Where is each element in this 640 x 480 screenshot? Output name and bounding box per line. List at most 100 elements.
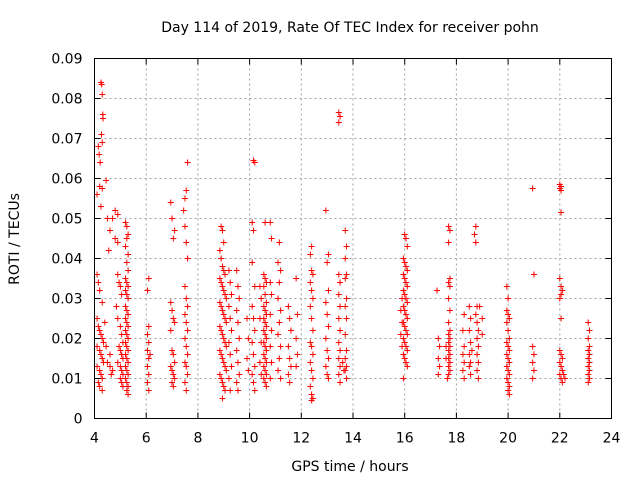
data-point <box>227 351 234 358</box>
data-point <box>94 191 101 198</box>
data-point <box>276 319 283 326</box>
data-point <box>94 343 101 350</box>
data-point <box>267 279 274 286</box>
data-point <box>169 307 176 314</box>
data-point <box>256 283 263 290</box>
data-point <box>222 387 229 394</box>
data-point <box>343 271 350 278</box>
data-point <box>560 371 567 378</box>
data-point <box>276 239 283 246</box>
data-point <box>251 363 258 370</box>
data-point <box>218 327 225 334</box>
data-point <box>335 355 342 362</box>
x-tick-label: 24 <box>603 431 621 447</box>
data-point <box>95 379 102 386</box>
data-point <box>245 335 252 342</box>
data-point <box>558 363 565 370</box>
data-point <box>446 335 453 342</box>
chart-title: Day 114 of 2019, Rate Of TEC Index for r… <box>161 20 539 36</box>
y-tick-label: 0.02 <box>51 332 82 348</box>
data-point <box>268 235 275 242</box>
data-point <box>249 303 256 310</box>
data-point <box>308 397 315 404</box>
data-point <box>262 343 269 350</box>
y-tick-labels: 0 0.01 0.02 0.03 0.04 0.05 0.06 0.07 0.08 0.09 <box>51 52 82 428</box>
data-point <box>145 339 152 346</box>
data-point <box>335 291 342 298</box>
data-point <box>145 371 152 378</box>
data-point <box>530 367 537 374</box>
data-point <box>97 371 104 378</box>
data-point <box>181 311 188 318</box>
data-point <box>260 351 267 358</box>
data-point <box>98 131 105 138</box>
data-point <box>183 319 190 326</box>
data-point <box>506 383 513 390</box>
data-point <box>556 359 563 366</box>
data-point <box>167 327 174 334</box>
data-point <box>402 327 409 334</box>
data-point <box>220 311 227 318</box>
data-point <box>467 371 474 378</box>
data-point <box>145 387 152 394</box>
data-point <box>585 363 592 370</box>
data-point <box>260 271 267 278</box>
y-tick-label: 0.04 <box>51 252 82 268</box>
data-point <box>466 363 473 370</box>
data-point <box>181 379 188 386</box>
data-point <box>262 219 269 226</box>
data-point <box>216 323 223 330</box>
data-point <box>445 363 452 370</box>
data-point <box>474 319 481 326</box>
data-point <box>125 383 132 390</box>
data-point <box>277 375 284 382</box>
data-point <box>250 351 257 358</box>
data-point <box>96 151 103 158</box>
data-point <box>258 371 265 378</box>
data-point <box>585 371 592 378</box>
data-point <box>268 327 275 334</box>
data-point <box>339 359 346 366</box>
data-point <box>171 319 178 326</box>
data-point <box>125 295 132 302</box>
data-point <box>95 143 102 150</box>
data-point <box>250 315 257 322</box>
data-point <box>268 359 275 366</box>
data-point <box>529 359 536 366</box>
data-point <box>342 303 349 310</box>
x-tick-label: 6 <box>142 431 151 447</box>
data-point <box>122 375 129 382</box>
data-point <box>343 295 350 302</box>
data-point <box>324 259 331 266</box>
data-point <box>249 339 256 346</box>
data-point <box>96 367 103 374</box>
data-point <box>335 371 342 378</box>
data-point <box>325 355 332 362</box>
data-point <box>262 275 269 282</box>
data-point <box>585 355 592 362</box>
data-point <box>400 271 407 278</box>
data-point <box>505 355 512 362</box>
data-point <box>117 363 124 370</box>
data-point <box>342 275 349 282</box>
data-point <box>167 299 174 306</box>
data-point <box>184 351 191 358</box>
data-point <box>122 339 129 346</box>
data-point <box>258 295 265 302</box>
data-point <box>181 195 188 202</box>
data-point <box>400 351 407 358</box>
data-point <box>117 347 124 354</box>
data-point <box>219 283 226 290</box>
x-tick-label: 10 <box>241 431 259 447</box>
data-point <box>219 379 226 386</box>
data-point <box>234 283 241 290</box>
data-point <box>256 315 263 322</box>
data-point <box>123 319 130 326</box>
data-point <box>585 335 592 342</box>
data-point <box>400 287 407 294</box>
data-point <box>402 311 409 318</box>
data-point <box>119 383 126 390</box>
data-point <box>122 275 129 282</box>
data-point <box>585 347 592 354</box>
data-point <box>223 295 230 302</box>
